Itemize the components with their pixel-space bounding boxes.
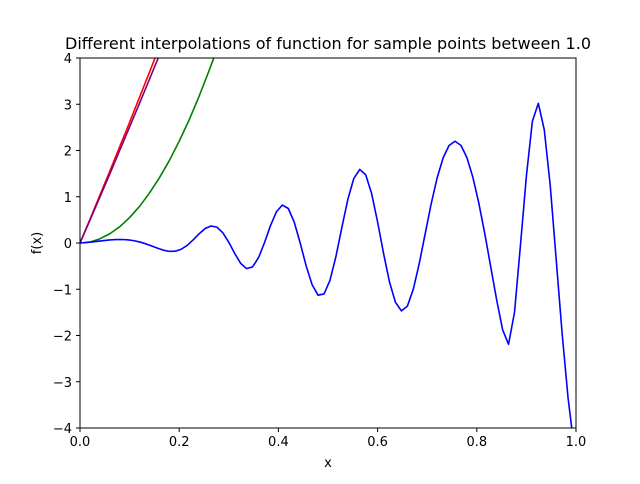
x-axis: 0.0 0.2 0.4 0.6 0.8 1.0	[70, 428, 587, 450]
x-tick-label: 0.2	[169, 435, 190, 450]
y-tick-label: −3	[53, 376, 72, 391]
y-tick-label: 0	[64, 237, 72, 252]
series-line-2	[80, 58, 160, 244]
y-tick-label: 2	[64, 145, 72, 160]
series-line-4	[80, 102, 573, 428]
y-tick-label: 4	[64, 52, 72, 67]
chart-title: Different interpolations of function for…	[65, 34, 591, 53]
y-tick-label: −4	[53, 422, 72, 437]
x-tick-label: 0.0	[70, 435, 91, 450]
y-tick-label: −1	[53, 283, 72, 298]
x-axis-label: x	[324, 456, 332, 471]
x-tick-label: 0.8	[466, 435, 487, 450]
x-tick-label: 0.4	[268, 435, 289, 450]
series-layer	[80, 58, 573, 428]
series-line-3	[80, 58, 215, 244]
y-tick-label: 1	[64, 191, 72, 206]
x-tick-label: 1.0	[566, 435, 587, 450]
x-tick-label: 0.6	[367, 435, 388, 450]
y-axis: −4 −3 −2 −1 0 1 2 3 4	[53, 52, 80, 437]
y-axis-label: f(x)	[30, 232, 45, 254]
y-tick-label: 3	[64, 98, 72, 113]
y-tick-label: −2	[53, 330, 72, 345]
